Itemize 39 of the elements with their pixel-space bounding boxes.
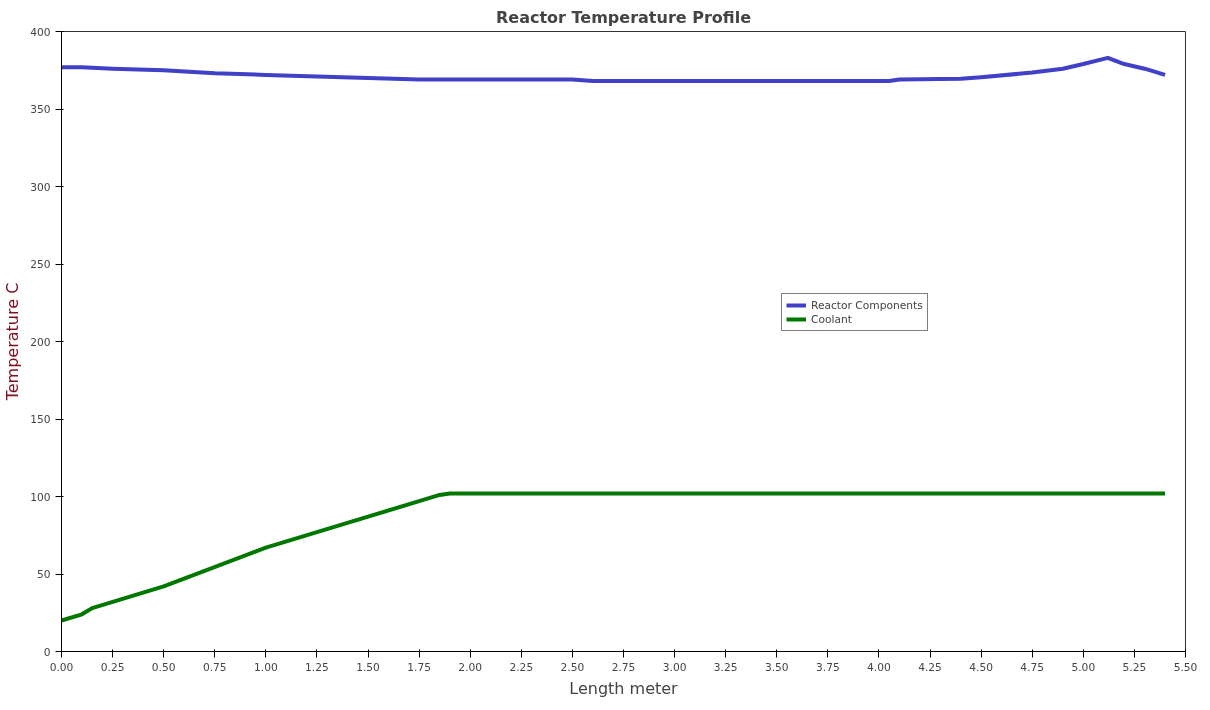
- legend-label: Reactor Components: [811, 298, 923, 312]
- x-tick-label: 4.25: [918, 660, 942, 674]
- y-tick-label: 400: [30, 25, 51, 39]
- x-tick-label: 1.00: [254, 660, 278, 674]
- legend-label: Coolant: [811, 312, 852, 326]
- x-tick-label: 2.00: [458, 660, 483, 674]
- y-tick-label: 300: [30, 180, 51, 194]
- line-series: [61, 55, 1168, 84]
- x-tick-label: 3.00: [662, 660, 687, 674]
- x-tick-label: 3.75: [816, 660, 840, 674]
- x-tick-label: 0.25: [100, 660, 125, 674]
- x-tick-label: 5.25: [1122, 660, 1147, 674]
- y-axis-title: Temperature C: [3, 282, 23, 402]
- y-tick-label: 350: [30, 103, 51, 116]
- x-tick-label: 1.25: [305, 660, 329, 674]
- y-tick-label: 150: [30, 413, 51, 426]
- x-tick-label: 2.50: [560, 660, 585, 674]
- x-tick-label: 5.50: [1173, 660, 1198, 674]
- x-tick-label: 0.00: [49, 660, 74, 674]
- chart-title: Reactor Temperature Profile: [495, 7, 752, 27]
- x-tick-label: 1.75: [407, 660, 432, 674]
- y-tick-label: 50: [36, 568, 51, 581]
- y-tick-label: 0: [43, 645, 51, 659]
- x-tick-label: 1.50: [356, 660, 381, 674]
- x-tick-label: 3.50: [764, 660, 789, 674]
- x-tick-label: 4.50: [969, 660, 994, 674]
- x-tick-label: 4.00: [867, 660, 892, 674]
- x-tick-label: 5.00: [1071, 660, 1096, 674]
- y-tick-label: 200: [30, 335, 51, 349]
- x-tick-label: 2.25: [509, 660, 534, 674]
- line-series: [61, 491, 1168, 623]
- x-tick-label: 0.50: [151, 660, 176, 674]
- x-axis-title: Length meter: [569, 678, 679, 698]
- x-tick-label: 4.75: [1020, 660, 1045, 674]
- y-tick-label: 250: [30, 258, 51, 271]
- x-tick-label: 2.75: [611, 660, 636, 674]
- x-tick-label: 3.25: [713, 660, 738, 674]
- x-tick-label: 0.75: [202, 660, 227, 674]
- y-tick-label: 100: [30, 490, 51, 504]
